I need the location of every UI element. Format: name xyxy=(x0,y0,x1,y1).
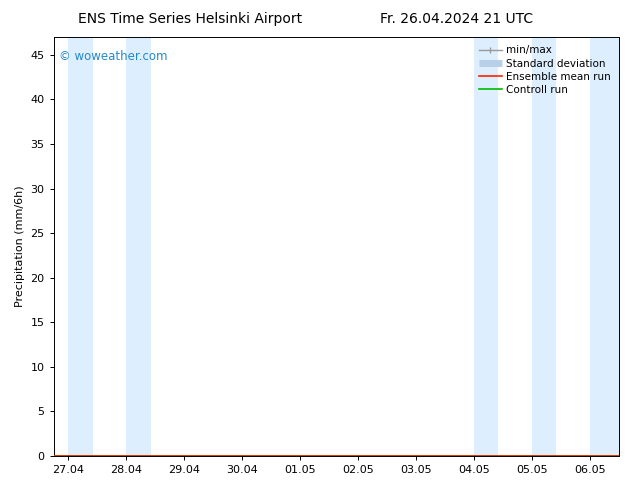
Text: © woweather.com: © woweather.com xyxy=(60,49,168,63)
Bar xyxy=(68,37,93,456)
Text: Fr. 26.04.2024 21 UTC: Fr. 26.04.2024 21 UTC xyxy=(380,12,533,26)
Bar xyxy=(126,37,150,456)
Text: ENS Time Series Helsinki Airport: ENS Time Series Helsinki Airport xyxy=(78,12,302,26)
Bar xyxy=(474,37,498,456)
Bar xyxy=(532,37,557,456)
Bar xyxy=(590,37,619,456)
Y-axis label: Precipitation (mm/6h): Precipitation (mm/6h) xyxy=(15,186,25,307)
Legend: min/max, Standard deviation, Ensemble mean run, Controll run: min/max, Standard deviation, Ensemble me… xyxy=(476,42,614,98)
